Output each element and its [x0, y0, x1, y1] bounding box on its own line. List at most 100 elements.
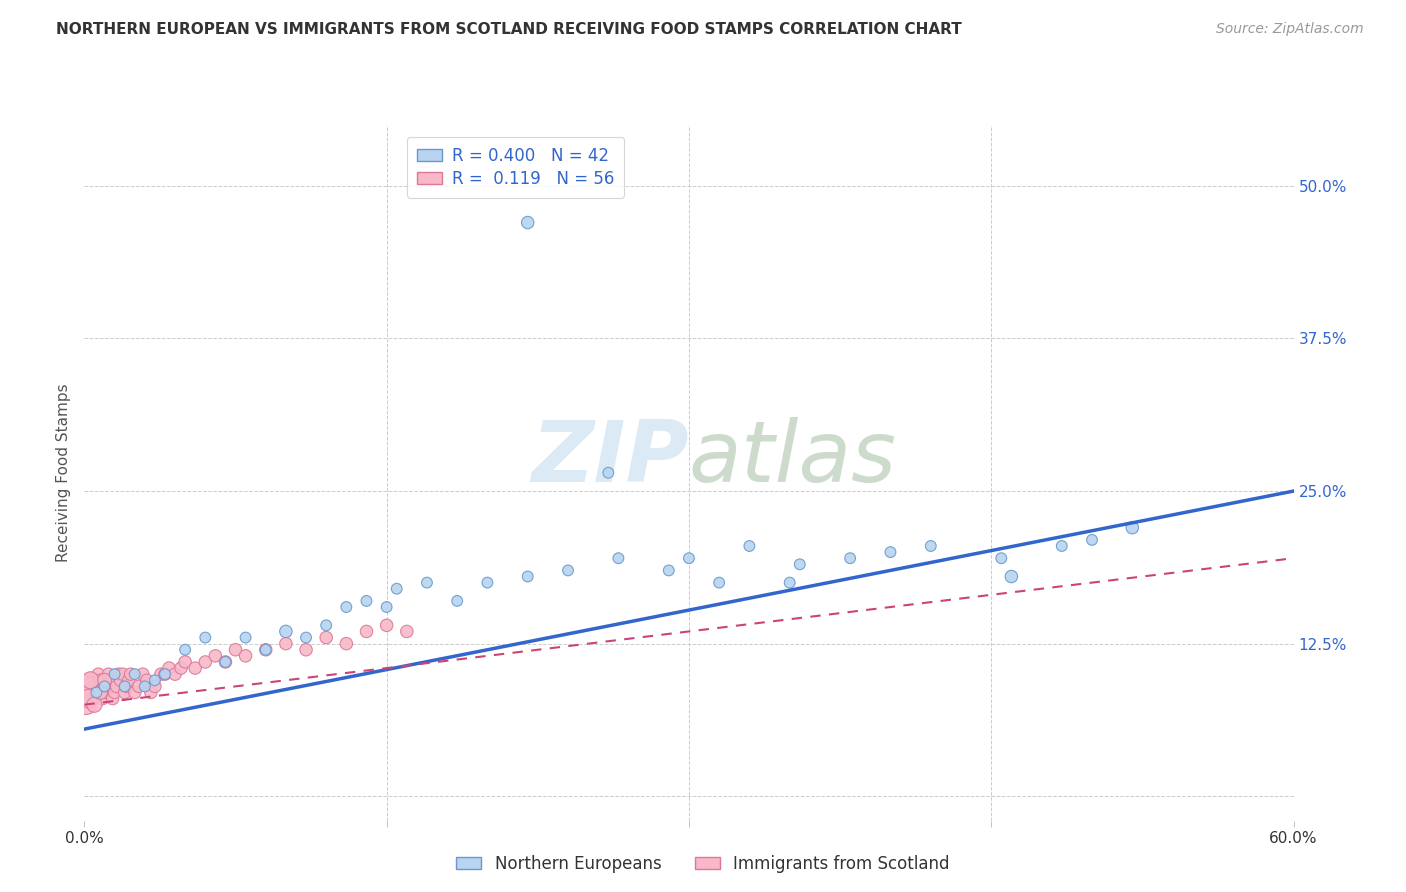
Point [225, 642, 247, 657]
Point [184, 661, 207, 675]
Point [104, 685, 127, 699]
Point [385, 582, 408, 596]
Point [920, 539, 942, 553]
Point [165, 667, 187, 681]
Point [235, 631, 257, 645]
Point [111, 667, 134, 681]
Legend: Northern Europeans, Immigrants from Scotland: Northern Europeans, Immigrants from Scot… [450, 848, 956, 880]
Point [79, 673, 101, 688]
Point [335, 637, 357, 651]
Point [134, 679, 156, 693]
Point [516, 215, 538, 229]
Point [557, 563, 579, 577]
Point [295, 631, 318, 645]
Point [174, 642, 197, 657]
Point [1000, 569, 1022, 583]
Point [139, 685, 162, 699]
Point [149, 667, 172, 681]
Point [105, 679, 128, 693]
Point [83, 698, 105, 712]
Point [101, 691, 124, 706]
Point [1081, 533, 1104, 547]
Point [96, 679, 118, 693]
Point [789, 558, 811, 572]
Point [779, 575, 801, 590]
Point [73, 679, 96, 693]
Point [375, 618, 398, 632]
Point [157, 661, 180, 675]
Point [115, 679, 138, 693]
Point [879, 545, 901, 559]
Point [93, 679, 115, 693]
Text: ZIP: ZIP [531, 417, 689, 500]
Point [174, 655, 197, 669]
Point [86, 685, 108, 699]
Point [335, 600, 357, 615]
Point [77, 685, 100, 699]
Point [143, 673, 166, 688]
Point [204, 648, 226, 663]
Point [153, 667, 176, 681]
Point [75, 679, 97, 693]
Y-axis label: Receiving Food Stamps: Receiving Food Stamps [56, 384, 72, 562]
Point [274, 637, 297, 651]
Point [375, 600, 398, 615]
Point [77, 691, 100, 706]
Point [79, 673, 101, 688]
Point [124, 667, 146, 681]
Point [143, 679, 166, 693]
Point [124, 685, 146, 699]
Point [738, 539, 761, 553]
Point [254, 642, 277, 657]
Point [93, 685, 115, 699]
Point [118, 673, 141, 688]
Point [153, 667, 176, 681]
Point [104, 667, 127, 681]
Point [89, 673, 111, 688]
Point [295, 642, 318, 657]
Point [132, 667, 155, 681]
Point [446, 594, 468, 608]
Point [107, 667, 129, 681]
Point [93, 673, 115, 688]
Point [709, 575, 731, 590]
Point [82, 691, 104, 706]
Point [235, 648, 257, 663]
Point [1121, 521, 1143, 535]
Point [170, 661, 193, 675]
Point [356, 594, 378, 608]
Point [416, 575, 439, 590]
Point [75, 698, 97, 712]
Text: Source: ZipAtlas.com: Source: ZipAtlas.com [1216, 22, 1364, 37]
Point [395, 624, 418, 639]
Point [990, 551, 1012, 566]
Text: NORTHERN EUROPEAN VS IMMIGRANTS FROM SCOTLAND RECEIVING FOOD STAMPS CORRELATION : NORTHERN EUROPEAN VS IMMIGRANTS FROM SCO… [56, 22, 962, 37]
Point [839, 551, 862, 566]
Point [356, 624, 378, 639]
Point [97, 667, 120, 681]
Point [598, 466, 620, 480]
Point [658, 563, 681, 577]
Point [315, 631, 337, 645]
Text: atlas: atlas [689, 417, 897, 500]
Point [678, 551, 700, 566]
Point [128, 679, 150, 693]
Point [87, 667, 110, 681]
Point [214, 655, 236, 669]
Point [516, 569, 538, 583]
Point [194, 631, 217, 645]
Point [477, 575, 499, 590]
Point [194, 655, 217, 669]
Point [214, 655, 236, 669]
Legend: R = 0.400   N = 42, R =  0.119   N = 56: R = 0.400 N = 42, R = 0.119 N = 56 [408, 136, 624, 198]
Point [607, 551, 630, 566]
Point [1050, 539, 1073, 553]
Point [86, 685, 108, 699]
Point [315, 618, 337, 632]
Point [110, 673, 132, 688]
Point [120, 667, 142, 681]
Point [274, 624, 297, 639]
Point [114, 685, 136, 699]
Point [89, 685, 111, 699]
Point [135, 673, 157, 688]
